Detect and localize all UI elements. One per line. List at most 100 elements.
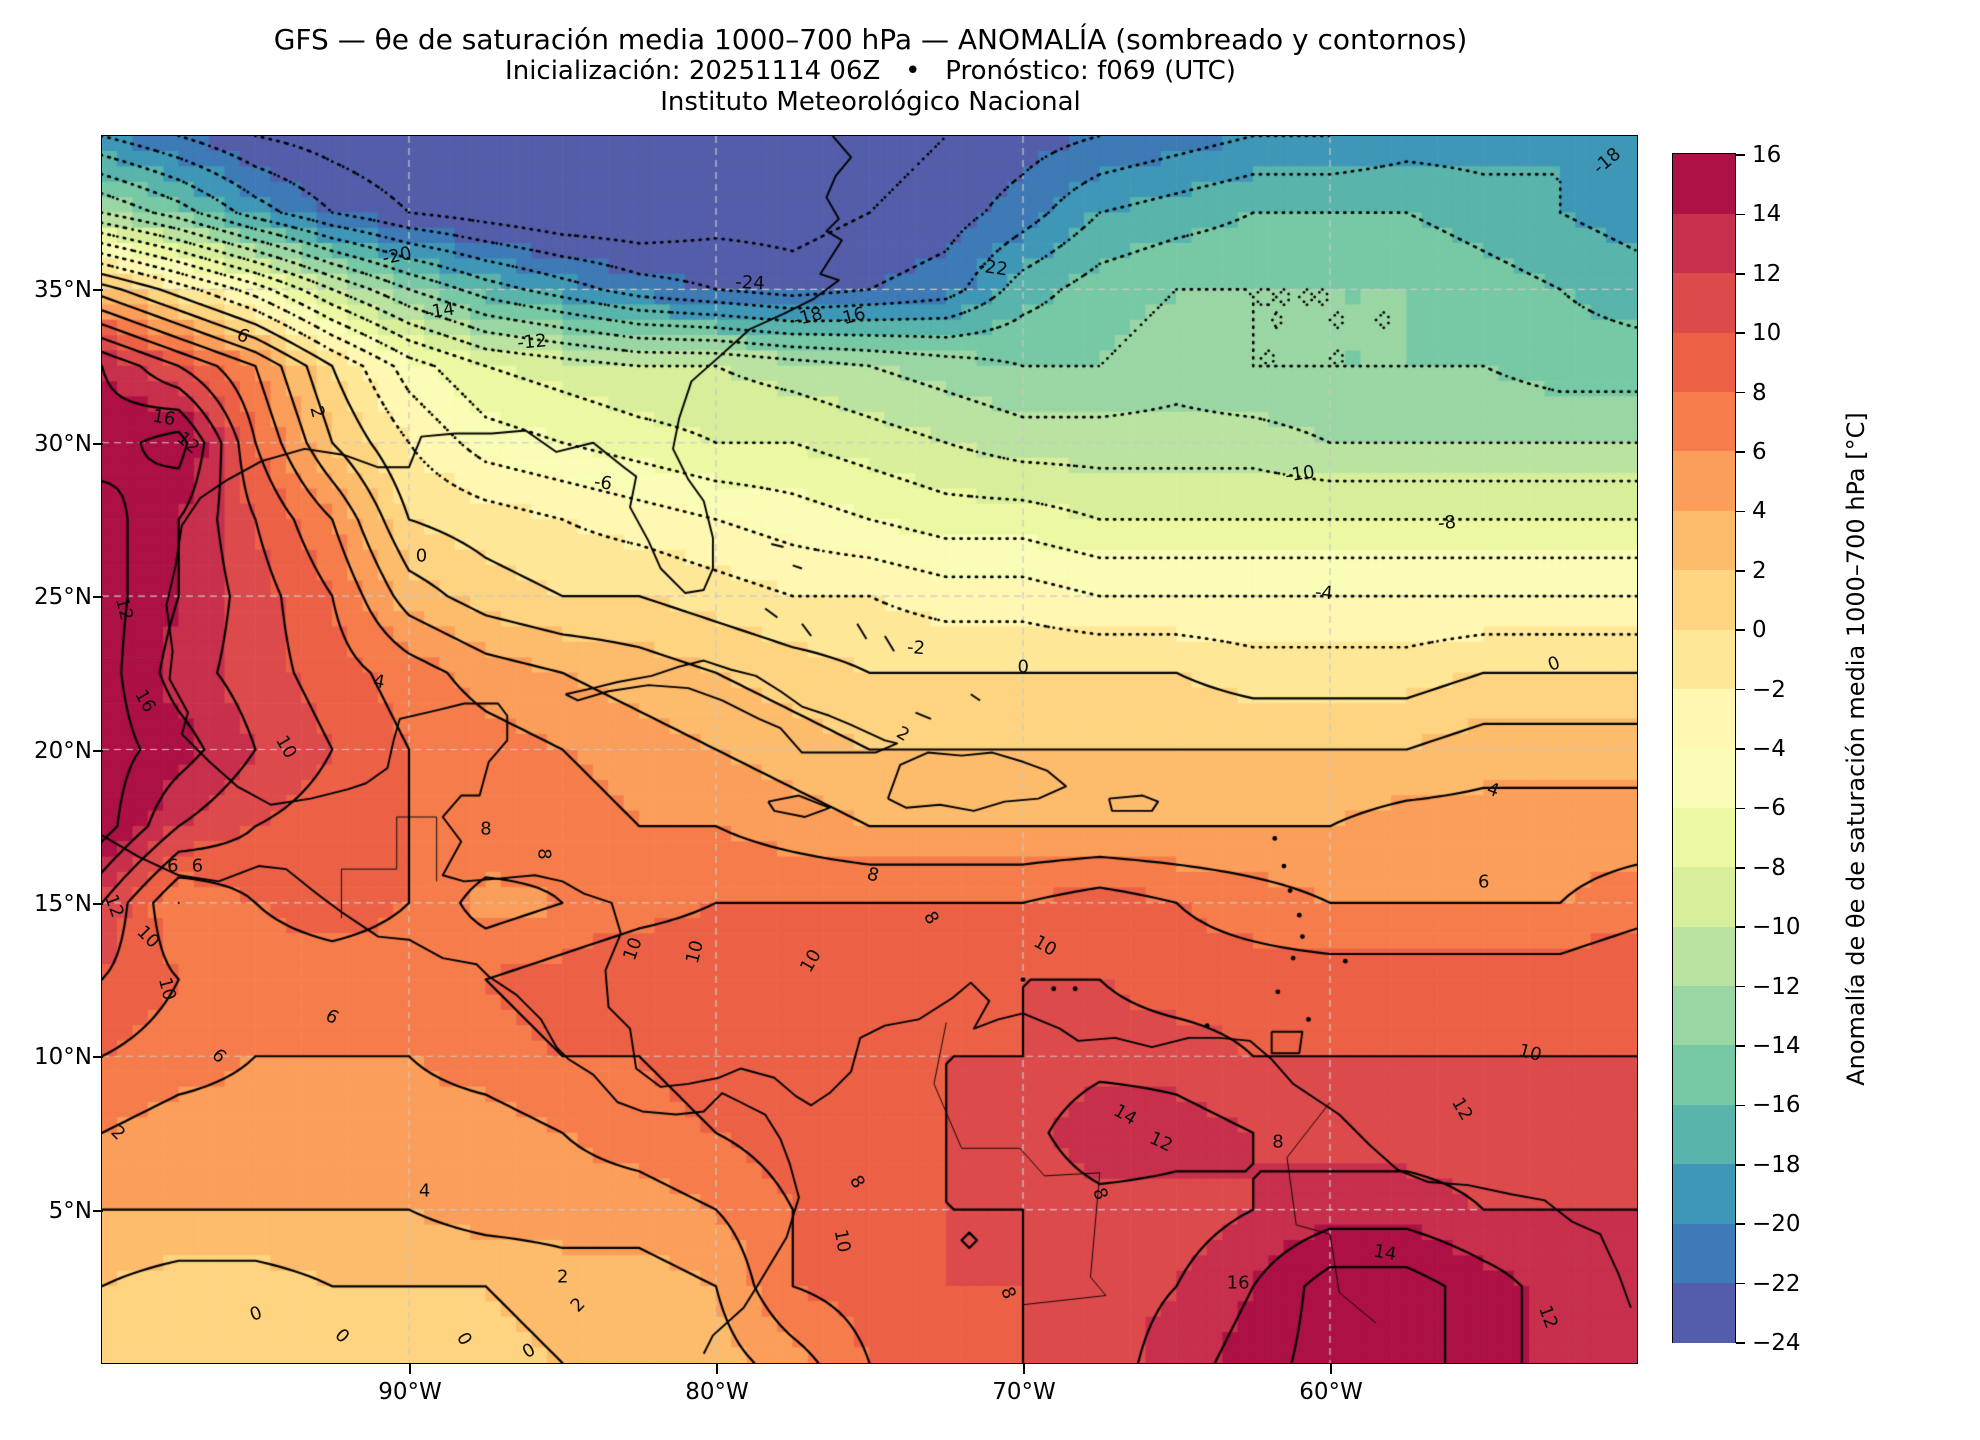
colorbar-tick-label: 6 bbox=[1752, 439, 1767, 465]
chart-title-block: GFS — θe de saturación media 1000–700 hP… bbox=[103, 24, 1638, 118]
colorbar-tick-mark bbox=[1736, 1045, 1745, 1047]
colorbar-tick-label: 16 bbox=[1752, 142, 1782, 168]
colorbar-segment bbox=[1673, 1104, 1736, 1165]
latitude-tick-mark bbox=[93, 902, 103, 905]
contour-label: -14 bbox=[423, 298, 456, 324]
latitude-tick-mark bbox=[93, 1209, 103, 1212]
colorbar-tick-label: −8 bbox=[1752, 854, 1786, 881]
colorbar-tick-mark bbox=[1736, 748, 1745, 750]
contour-label: 6 bbox=[167, 855, 179, 877]
colorbar-tick-mark bbox=[1736, 154, 1745, 156]
colorbar-tick-label: −20 bbox=[1752, 1211, 1801, 1238]
latitude-tick-label: 15°N bbox=[34, 890, 92, 917]
colorbar-tick-mark bbox=[1736, 332, 1745, 335]
colorbar-segment bbox=[1673, 1164, 1736, 1225]
longitude-tick-label: 60°W bbox=[1299, 1379, 1363, 1405]
colorbar-segment bbox=[1673, 392, 1736, 452]
colorbar-tick-mark bbox=[1736, 451, 1745, 453]
colorbar-label: Anomalía de θe de saturación media 1000–… bbox=[1842, 412, 1870, 1086]
contour-label: 0 bbox=[1017, 656, 1029, 678]
contour-label: -24 bbox=[734, 272, 766, 295]
contour-label: 2 bbox=[556, 1266, 569, 1288]
longitude-tick-label: 80°W bbox=[685, 1379, 749, 1405]
contour-label: -10 bbox=[1283, 461, 1316, 487]
chart-subtitle: Inicialización: 20251114 06Z • Pronóstic… bbox=[505, 56, 1236, 86]
colorbar-tick-label: −16 bbox=[1752, 1092, 1801, 1119]
longitude-tick-mark bbox=[1330, 1364, 1332, 1374]
colorbar-tick-mark bbox=[1736, 213, 1745, 216]
longitude-tick-mark bbox=[1023, 1364, 1025, 1374]
colorbar-tick-mark bbox=[1736, 1104, 1745, 1107]
chart-title: GFS — θe de saturación media 1000–700 hP… bbox=[273, 23, 1468, 56]
colorbar-tick-mark bbox=[1736, 985, 1745, 988]
colorbar-tick-label: −22 bbox=[1752, 1270, 1801, 1297]
colorbar-segment bbox=[1673, 1045, 1736, 1106]
colorbar-tick-label: −12 bbox=[1752, 973, 1801, 1000]
colorbar-tick-mark bbox=[1736, 391, 1745, 394]
colorbar-segment bbox=[1673, 867, 1736, 928]
contour-label: -8 bbox=[1437, 511, 1457, 534]
colorbar-segment bbox=[1673, 1283, 1736, 1343]
colorbar-tick-label: −24 bbox=[1752, 1330, 1801, 1356]
contour-label: 10 bbox=[829, 1227, 855, 1254]
colorbar-segment bbox=[1673, 1223, 1736, 1284]
colorbar-tick-mark bbox=[1736, 688, 1745, 691]
latitude-tick-label: 5°N bbox=[48, 1197, 92, 1224]
colorbar-tick-mark bbox=[1736, 629, 1745, 632]
colorbar-tick-mark bbox=[1736, 272, 1745, 275]
colorbar-tick-label: −14 bbox=[1752, 1033, 1801, 1059]
colorbar-segment bbox=[1673, 926, 1736, 987]
colorbar-tick-mark bbox=[1736, 807, 1745, 810]
contour-label: 8 bbox=[533, 848, 555, 860]
colorbar-segment bbox=[1673, 570, 1736, 631]
colorbar-tick-mark bbox=[1736, 1163, 1745, 1166]
latitude-tick-mark bbox=[93, 596, 103, 599]
colorbar-segment bbox=[1673, 332, 1736, 393]
colorbar-tick-label: −4 bbox=[1752, 736, 1786, 762]
latitude-tick-label: 25°N bbox=[34, 584, 92, 611]
chart-institution: Instituto Meteorológico Nacional bbox=[660, 87, 1081, 117]
contour-label: 16 bbox=[150, 406, 177, 431]
contour-label: -2 bbox=[905, 637, 926, 660]
colorbar-segment bbox=[1673, 748, 1736, 809]
colorbar-tick-label: 0 bbox=[1752, 617, 1767, 644]
contour-label: -22 bbox=[976, 255, 1009, 281]
colorbar-segment bbox=[1673, 154, 1736, 215]
colorbar-tick-mark bbox=[1736, 1342, 1745, 1344]
colorbar bbox=[1672, 153, 1737, 1344]
colorbar-tick-label: 4 bbox=[1752, 498, 1767, 525]
colorbar-segment bbox=[1673, 510, 1736, 571]
latitude-tick-label: 30°N bbox=[34, 430, 92, 457]
colorbar-tick-mark bbox=[1736, 569, 1745, 572]
colorbar-tick-label: 8 bbox=[1752, 379, 1767, 406]
colorbar-tick-label: −18 bbox=[1752, 1151, 1801, 1178]
latitude-tick-label: 10°N bbox=[34, 1044, 92, 1071]
colorbar-tick-label: 2 bbox=[1752, 557, 1767, 584]
contour-label: 0 bbox=[415, 545, 428, 567]
latitude-tick-label: 35°N bbox=[34, 277, 92, 304]
colorbar-segment bbox=[1673, 807, 1736, 868]
longitude-tick-label: 70°W bbox=[992, 1379, 1056, 1405]
colorbar-tick-label: −2 bbox=[1752, 676, 1786, 703]
contour-label: -4 bbox=[1314, 582, 1334, 605]
contour-label: 8 bbox=[480, 818, 492, 840]
colorbar-segment bbox=[1673, 986, 1736, 1046]
colorbar-segment bbox=[1673, 451, 1736, 512]
colorbar-segment bbox=[1673, 629, 1736, 690]
colorbar-tick-mark bbox=[1736, 510, 1745, 513]
colorbar-tick-mark bbox=[1736, 926, 1745, 929]
colorbar-segment bbox=[1673, 273, 1736, 334]
colorbar-tick-label: 10 bbox=[1752, 320, 1782, 347]
latitude-tick-mark bbox=[93, 442, 103, 445]
contour-label: 6 bbox=[191, 855, 204, 877]
contour-label: -6 bbox=[592, 471, 613, 495]
contour-label: 14 bbox=[1372, 1240, 1399, 1266]
latitude-tick-mark bbox=[93, 749, 103, 752]
contour-label: 16 bbox=[1226, 1272, 1250, 1294]
colorbar-segment bbox=[1673, 689, 1736, 749]
colorbar-tick-label: 14 bbox=[1752, 201, 1782, 228]
contour-label: 4 bbox=[418, 1180, 431, 1202]
latitude-tick-mark bbox=[93, 289, 103, 292]
colorbar-segment bbox=[1673, 213, 1736, 274]
